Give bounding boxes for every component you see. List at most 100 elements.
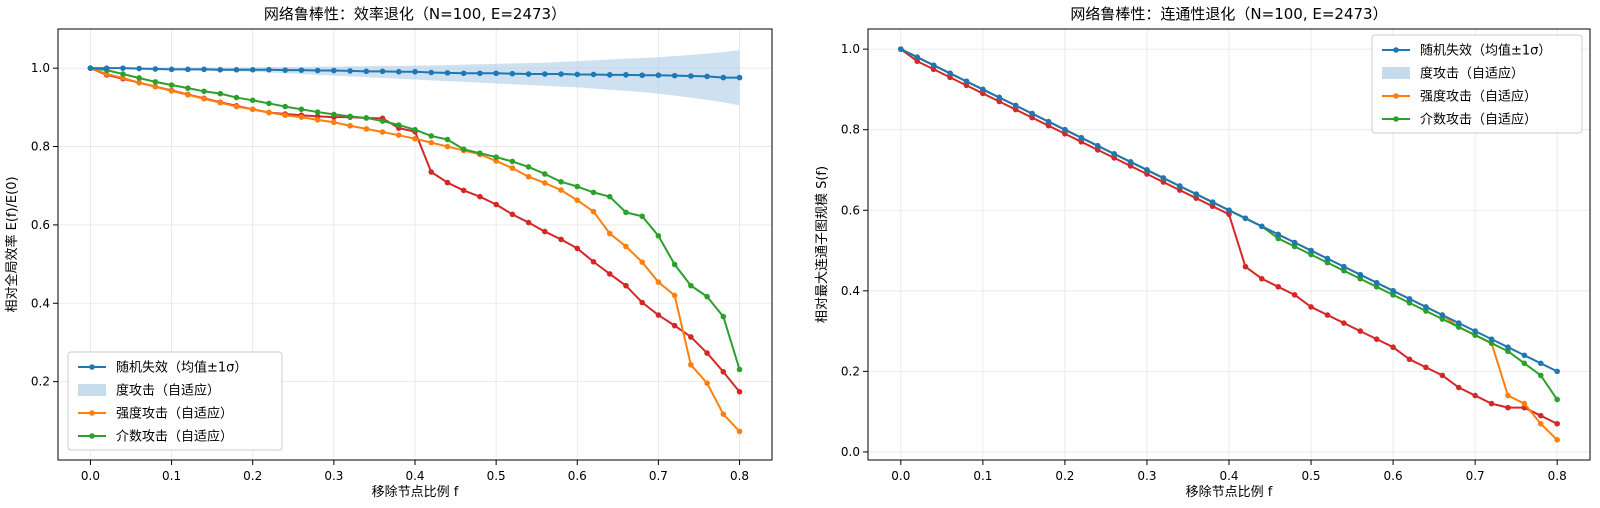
data-point <box>542 180 548 186</box>
data-point <box>1537 360 1544 367</box>
data-point <box>1324 255 1331 262</box>
data-point <box>1275 283 1282 290</box>
y-axis-label: 相对最大连通子图规模 S(f) <box>814 166 830 323</box>
data-point <box>379 129 386 135</box>
data-point <box>1390 288 1396 294</box>
data-point <box>249 106 256 113</box>
data-point <box>574 71 581 78</box>
data-point <box>914 54 921 60</box>
data-point <box>1341 263 1347 270</box>
data-point <box>671 292 678 299</box>
legend-label: 度攻击（自适应） <box>1420 66 1524 82</box>
data-point <box>720 411 727 417</box>
data-point <box>1406 356 1413 363</box>
data-point <box>655 72 662 79</box>
legend-label: 度攻击（自适应） <box>116 383 220 399</box>
data-point <box>120 65 126 71</box>
data-point <box>1505 404 1511 411</box>
data-point <box>1373 283 1380 290</box>
data-point <box>1439 312 1446 318</box>
data-point <box>1373 336 1380 342</box>
data-point <box>152 79 159 85</box>
data-point <box>1357 271 1364 278</box>
y-tick-label: 1.0 <box>31 61 50 75</box>
data-point <box>720 369 727 375</box>
data-point <box>1521 360 1528 367</box>
data-point <box>980 90 986 97</box>
data-point <box>1062 126 1068 133</box>
data-point <box>152 83 159 90</box>
data-point <box>168 66 175 73</box>
data-point <box>314 109 321 115</box>
data-point <box>1406 296 1413 302</box>
data-point <box>428 133 435 139</box>
data-point <box>1094 147 1101 153</box>
data-point <box>590 258 597 265</box>
data-point <box>347 68 353 74</box>
y-tick-label: 0.6 <box>31 218 50 232</box>
data-point <box>347 113 353 120</box>
data-point <box>201 95 207 102</box>
data-point <box>1423 364 1429 371</box>
legend-entry: 度攻击（自适应） <box>78 383 220 399</box>
data-point <box>509 158 516 165</box>
data-point <box>736 389 743 395</box>
data-point <box>947 70 953 77</box>
data-point <box>460 70 467 77</box>
data-point <box>558 236 564 243</box>
legend-entry: 度攻击（自适应） <box>1382 66 1524 82</box>
data-point <box>736 366 743 373</box>
data-point <box>1193 191 1199 197</box>
data-point <box>980 86 986 93</box>
data-point <box>1455 320 1462 326</box>
x-tick-label: 0.6 <box>568 469 587 483</box>
data-point <box>542 228 548 235</box>
data-point <box>493 70 499 77</box>
legend-marker <box>89 364 95 370</box>
data-point <box>688 361 694 368</box>
data-point <box>1226 211 1232 218</box>
data-point <box>1390 344 1396 351</box>
data-point <box>477 193 483 200</box>
data-point <box>1242 215 1249 222</box>
data-point <box>558 179 564 185</box>
data-point <box>1488 400 1495 407</box>
x-tick-label: 0.4 <box>405 469 424 483</box>
data-point <box>688 334 694 340</box>
data-point <box>639 72 645 79</box>
data-point <box>930 62 937 69</box>
series-3 <box>898 46 1560 427</box>
data-point <box>233 66 240 73</box>
data-point <box>704 293 710 300</box>
data-point <box>671 261 678 268</box>
data-point <box>1045 118 1052 125</box>
legend-label: 随机失效（均值±1σ） <box>116 360 247 376</box>
data-point <box>201 66 207 73</box>
data-point <box>1423 308 1429 314</box>
data-point <box>120 71 126 77</box>
connectivity-chart: 0.0 0.1 0.2 0.3 0.4 0.5 0.6 0.7 0.8 0.0 0.2 0.4 0.6 0… <box>814 5 1591 500</box>
y-tick-label: 0.8 <box>841 123 860 137</box>
data-point <box>590 208 597 215</box>
data-point <box>460 146 467 153</box>
y-tick-label: 0.6 <box>841 203 860 217</box>
x-tick-label: 0.8 <box>1548 469 1567 483</box>
data-point <box>1045 122 1052 129</box>
x-axis-label: 移除节点比例 f <box>1186 485 1273 500</box>
data-point <box>1455 324 1462 330</box>
y-tick-label: 0.2 <box>31 375 50 389</box>
data-point <box>1341 267 1347 274</box>
data-point <box>412 135 418 142</box>
data-point <box>347 122 353 129</box>
data-point <box>509 211 516 218</box>
data-point <box>87 65 94 71</box>
x-tick-label: 0.3 <box>324 469 343 483</box>
data-point <box>606 72 613 78</box>
data-point <box>1324 312 1331 318</box>
data-point <box>379 68 386 75</box>
data-point <box>1160 175 1167 181</box>
x-tick-label: 0.1 <box>973 469 992 483</box>
y-tick-label: 0.0 <box>841 445 860 459</box>
data-point <box>1029 110 1035 117</box>
data-point <box>314 67 321 74</box>
